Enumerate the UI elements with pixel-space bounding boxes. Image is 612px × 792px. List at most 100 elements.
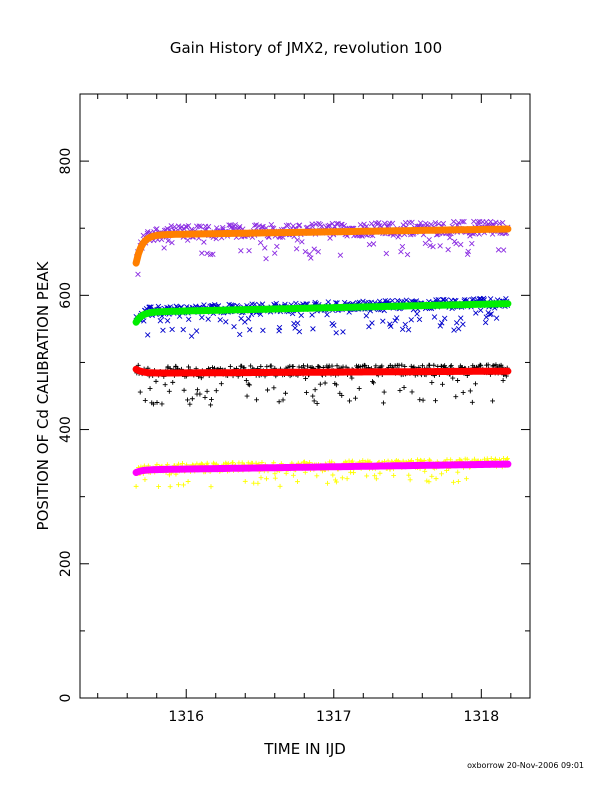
- data-point: [213, 388, 219, 394]
- data-point: [457, 241, 464, 248]
- data-point: [301, 363, 306, 369]
- data-point: [247, 382, 253, 388]
- data-point: [448, 363, 454, 368]
- data-point: [399, 362, 405, 368]
- data-point: [309, 312, 315, 318]
- data-point: [260, 327, 266, 334]
- data-point: [312, 387, 318, 393]
- data-point: [366, 323, 372, 330]
- data-point: [360, 458, 366, 463]
- data-point: [422, 468, 428, 474]
- data-point: [144, 332, 151, 338]
- data-point: [451, 479, 456, 485]
- data-point: [437, 323, 444, 329]
- data-point: [272, 475, 278, 481]
- data-point: [181, 482, 186, 488]
- y-tick-label: 600: [58, 282, 74, 309]
- data-point: [246, 247, 252, 254]
- data-point: [199, 250, 205, 256]
- data-point: [148, 304, 154, 310]
- data-point: [274, 243, 280, 250]
- fit-curve-3: [132, 365, 512, 377]
- data-point: [430, 243, 436, 250]
- data-point: [223, 460, 229, 466]
- data-point: [475, 219, 481, 225]
- data-point: [409, 389, 415, 395]
- data-point: [239, 460, 245, 466]
- data-point: [276, 399, 282, 405]
- plot-frame: [79, 93, 531, 699]
- data-point: [264, 476, 269, 482]
- data-point: [463, 476, 469, 482]
- data-point: [317, 381, 323, 387]
- data-point: [402, 364, 408, 369]
- data-point: [254, 397, 259, 403]
- data-point: [495, 247, 502, 253]
- data-point: [414, 311, 420, 317]
- data-point: [431, 314, 438, 320]
- data-point: [185, 316, 192, 322]
- data-point: [460, 390, 466, 395]
- data-point: [296, 328, 303, 335]
- data-point: [322, 380, 328, 386]
- data-point: [429, 473, 435, 479]
- data-point: [483, 219, 489, 225]
- data-point: [223, 319, 229, 325]
- data-point: [188, 333, 195, 339]
- data-point: [245, 316, 252, 322]
- data-point: [217, 317, 223, 323]
- data-point: [205, 316, 211, 322]
- data-point: [426, 479, 432, 485]
- data-point: [420, 397, 426, 403]
- data-point: [337, 252, 344, 258]
- data-point: [405, 327, 412, 333]
- data-point: [381, 400, 386, 406]
- data-point: [427, 242, 433, 249]
- data-point: [455, 469, 461, 475]
- data-point: [277, 483, 283, 489]
- data-point: [399, 243, 406, 250]
- x-tick-label: 1317: [316, 709, 352, 725]
- data-point: [490, 363, 496, 369]
- data-point: [316, 364, 321, 369]
- data-point: [415, 457, 420, 463]
- data-point: [424, 478, 430, 484]
- x-axis-label: TIME IN IJD: [263, 740, 346, 758]
- data-point: [142, 477, 148, 483]
- data-point: [455, 479, 461, 484]
- data-point: [161, 245, 167, 251]
- data-point: [360, 298, 366, 305]
- data-point: [171, 224, 178, 230]
- data-point: [333, 221, 340, 227]
- data-point: [151, 401, 156, 407]
- data-point: [293, 246, 300, 252]
- data-point: [243, 378, 249, 383]
- data-point: [488, 311, 494, 317]
- data-point: [199, 314, 205, 321]
- data-point: [351, 470, 356, 476]
- data-point: [236, 224, 243, 230]
- data-point: [341, 222, 347, 229]
- data-point: [231, 323, 237, 330]
- data-point: [187, 401, 193, 407]
- data-point: [487, 296, 494, 302]
- data-point: [259, 460, 265, 465]
- data-point: [379, 363, 385, 369]
- data-point: [272, 250, 278, 256]
- y-tick-label: 200: [58, 550, 74, 577]
- data-point: [433, 476, 439, 482]
- data-point: [401, 385, 407, 390]
- data-point: [248, 363, 254, 369]
- y-tick-label: 800: [58, 148, 74, 175]
- data-point: [431, 362, 437, 368]
- data-point: [389, 297, 396, 304]
- data-point: [393, 315, 400, 321]
- data-point: [473, 381, 478, 387]
- data-point: [258, 475, 264, 481]
- data-point: [247, 327, 253, 333]
- data-point: [197, 391, 203, 397]
- data-point: [159, 401, 165, 407]
- data-point: [455, 378, 461, 383]
- data-point: [305, 363, 310, 369]
- data-point: [490, 398, 496, 404]
